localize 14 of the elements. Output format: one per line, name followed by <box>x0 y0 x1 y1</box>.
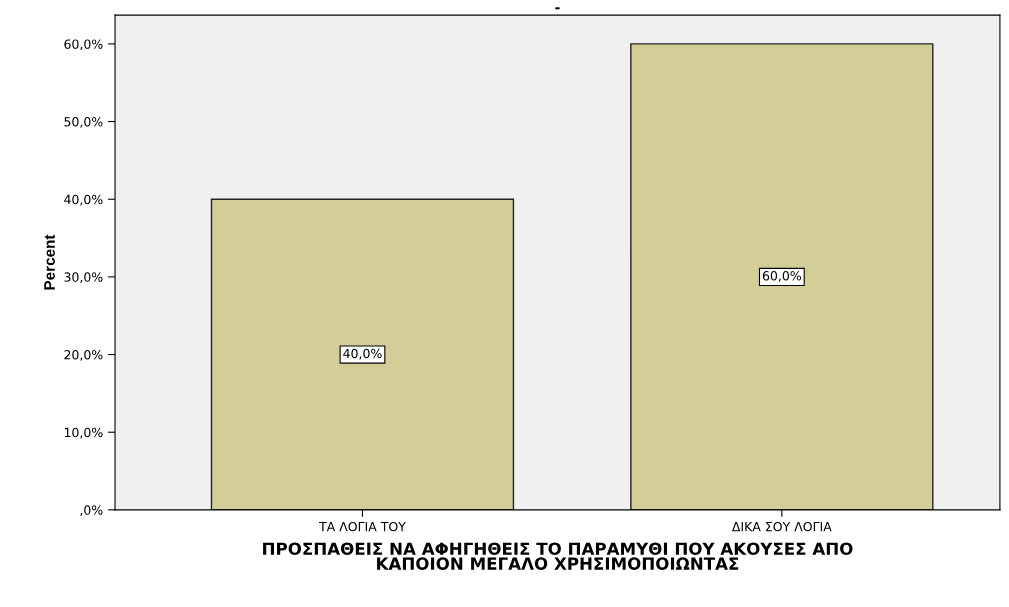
data-label: 60,0% <box>762 271 802 282</box>
x-axis-title: ΠΡΟΣΠΑΘΕΙΣ ΝΑ ΑΦΗΓΗΘΕΙΣ ΤΟ ΠΑΡΑΜΥΘΙ ΠΟΥ ΑΚΟΥΣΕΣ ΑΠΟ ΚΑΠΟΙΟΝ ΜΕΓΑΛΟ ΧΡΗΣΙΜΟΠΟΙΩΝΤΑΣ <box>263 542 853 570</box>
chart-title: - <box>555 7 560 10</box>
y-tick-label: ,0% <box>80 505 103 517</box>
y-tick-label: 20,0% <box>64 350 103 361</box>
x-tick-label: ΔΙΚΑ ΣΟΥ ΛΟΓΙΑ <box>731 521 832 532</box>
data-label: 40,0% <box>343 348 382 360</box>
y-tick-label: 30,0% <box>64 272 103 284</box>
y-tick-label: 40,0% <box>64 194 103 206</box>
y-tick-label: 50,0% <box>64 117 103 128</box>
y-tick-label: 60,0% <box>64 39 103 51</box>
y-tick-label: 10,0% <box>64 427 103 439</box>
x-tick-label: ΤΑ ΛΟΓΙΑ ΤΟΥ <box>319 521 406 532</box>
y-axis-title: Percent <box>44 234 55 290</box>
